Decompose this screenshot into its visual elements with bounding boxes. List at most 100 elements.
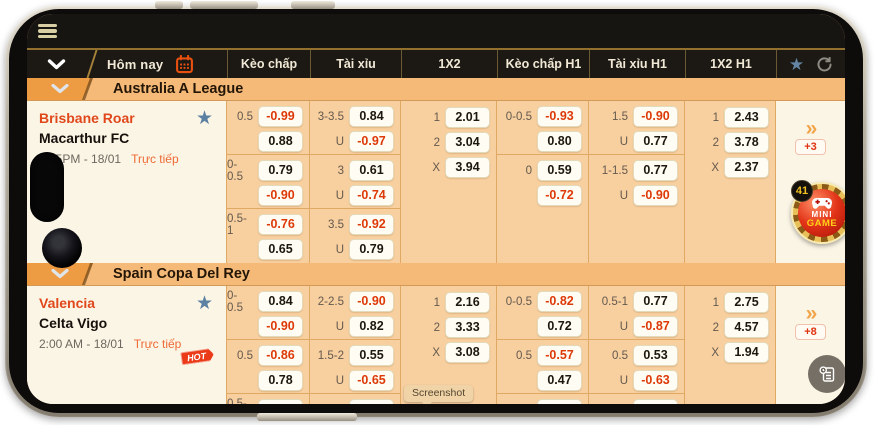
match-info[interactable]: Valencia Celta Vigo 2:00 AM - 18/01 Trực … <box>27 286 227 404</box>
gamepad-icon <box>811 197 833 209</box>
odds-button[interactable]: 0.88 <box>258 131 303 152</box>
tab-1x2-h1[interactable]: 1X2 H1 <box>685 50 776 78</box>
bet-history-button[interactable] <box>808 355 845 393</box>
tab-handicap[interactable]: Kèo chấp <box>227 50 310 78</box>
tab-1x2[interactable]: 1X2 <box>401 50 497 78</box>
odds-button[interactable]: -0.76 <box>258 214 303 235</box>
odds-button[interactable]: -0.63 <box>633 370 678 391</box>
odds-button[interactable]: 0.79 <box>349 239 394 260</box>
odds-button[interactable]: 2.16 <box>445 292 490 313</box>
league-title: Spain Copa Del Rey <box>113 266 250 282</box>
odds-label: 2-2.5 <box>317 295 344 308</box>
odds-button[interactable]: -0.90 <box>349 291 394 312</box>
odds-button[interactable]: -0.86 <box>258 345 303 366</box>
odds-label: U <box>619 320 628 333</box>
phone-action-button <box>155 1 183 9</box>
odds-button[interactable]: -0.90 <box>633 106 678 127</box>
odds-button[interactable]: 3.78 <box>724 132 769 153</box>
odds-button[interactable]: -0.65 <box>349 370 394 391</box>
home-team: Valencia <box>39 295 96 311</box>
collapse-all-button[interactable] <box>27 58 85 70</box>
status-bar <box>27 14 845 48</box>
tab-today[interactable]: Hôm nay <box>107 56 164 72</box>
odds-button[interactable]: 0.65 <box>258 239 303 260</box>
odds-button[interactable]: 0.84 <box>258 291 303 312</box>
odds-label: 1.5-2 <box>317 349 344 362</box>
odds-button[interactable]: 0.77 <box>633 291 678 312</box>
odds-button[interactable]: -0.72 <box>537 185 582 206</box>
phone-power-button <box>291 1 335 9</box>
favorite-star-icon[interactable]: ★ <box>195 108 213 129</box>
odds-button[interactable]: -0.99 <box>258 106 303 127</box>
phone-frame: Hôm nay Kèo chấp T <box>5 1 867 421</box>
odds-label: 1-1.5 <box>601 164 628 177</box>
away-team: Celta Vigo <box>39 315 108 331</box>
odds-button[interactable]: -0.57 <box>537 345 582 366</box>
odds-button[interactable]: 0.61 <box>349 160 394 181</box>
odds-label: 2 <box>433 321 440 334</box>
odds-button[interactable]: 3.33 <box>445 317 490 338</box>
odds-button[interactable]: 2.43 <box>724 107 769 128</box>
odds-button[interactable]: 0.80 <box>537 131 582 152</box>
odds-button[interactable]: -0.90 <box>633 185 678 206</box>
odds-button[interactable]: -0.92 <box>349 214 394 235</box>
favorites-star-icon[interactable]: ★ <box>788 54 805 74</box>
odds-button[interactable]: -0.87 <box>633 316 678 337</box>
odds-button[interactable]: 0.47 <box>537 370 582 391</box>
odds-button[interactable]: 2.01 <box>445 107 490 128</box>
odds-button[interactable]: 0.55 <box>349 345 394 366</box>
tab-over-under-h1[interactable]: Tài xỉu H1 <box>589 50 685 78</box>
odds-label: U <box>335 243 344 256</box>
odds-button[interactable]: 0.77 <box>633 160 678 181</box>
odds-button[interactable]: 3.04 <box>445 132 490 153</box>
odds-button[interactable]: -0.90 <box>258 316 303 337</box>
odds-button[interactable]: -0.90 <box>258 185 303 206</box>
mini-game-button[interactable]: MINI GAME 41 <box>791 180 845 244</box>
odds-button[interactable]: -0.79 <box>633 399 678 404</box>
odds-button[interactable]: 0.53 <box>633 345 678 366</box>
odds-label: 1 <box>712 296 719 309</box>
odds-button[interactable]: 3.08 <box>445 342 490 363</box>
odds-button[interactable]: 0.78 <box>349 399 394 404</box>
odds-col-handicap-h1: 0-0.5 -0.93 0.80 0 0.59 -0.72 <box>497 101 589 263</box>
odds-button[interactable]: 0.79 <box>258 160 303 181</box>
bet-slip-icon <box>818 365 834 382</box>
league-collapse-tab[interactable] <box>27 263 93 285</box>
odds-col-over-under-h1: 1.5 -0.90 U 0.77 1-1.5 0.77 U -0.90 <box>589 101 685 263</box>
favorite-star-icon[interactable]: ★ <box>195 293 213 314</box>
odds-button[interactable]: -0.74 <box>349 185 394 206</box>
odds-label: U <box>335 320 344 333</box>
nav-actions: ★ <box>776 50 845 78</box>
more-count-badge: +3 <box>795 139 826 155</box>
odds-button[interactable]: 3.94 <box>445 157 490 178</box>
odds-button[interactable]: 4.57 <box>724 317 769 338</box>
odds-label: U <box>619 189 628 202</box>
odds-button[interactable]: 0.59 <box>537 160 582 181</box>
odds-button[interactable]: 0.77 <box>633 131 678 152</box>
menu-icon[interactable] <box>38 23 57 39</box>
odds-col-over-under: 3-3.5 0.84 U -0.97 3 0.61 U -0.74 3.5 -0.92 U… <box>310 101 401 263</box>
league-collapse-tab[interactable] <box>27 78 93 100</box>
odds-button[interactable]: -0.93 <box>537 106 582 127</box>
league-header[interactable]: Spain Copa Del Rey <box>27 263 845 286</box>
odds-button[interactable]: -0.97 <box>349 131 394 152</box>
odds-button[interactable]: 0.72 <box>537 316 582 337</box>
odds-button[interactable]: 1.94 <box>724 342 769 363</box>
live-label: Trực tiếp <box>133 337 182 351</box>
odds-label: 0-0.5 <box>505 110 532 123</box>
league-header[interactable]: Australia A League <box>27 78 845 101</box>
odds-button[interactable]: 0.84 <box>349 106 394 127</box>
odds-label: 0.5 <box>516 349 532 362</box>
odds-button[interactable]: 0.78 <box>258 370 303 391</box>
calendar-icon[interactable] <box>175 54 194 74</box>
odds-button[interactable]: 2.75 <box>724 292 769 313</box>
odds-button[interactable]: 0.58 <box>537 399 582 404</box>
odds-button[interactable]: -0.82 <box>537 291 582 312</box>
odds-label: 0.5-1 <box>601 295 628 308</box>
odds-button[interactable]: -0.65 <box>258 399 303 404</box>
odds-button[interactable]: 2.37 <box>724 157 769 178</box>
refresh-icon[interactable] <box>816 56 833 73</box>
tab-handicap-h1[interactable]: Kèo chấp H1 <box>497 50 589 78</box>
tab-over-under[interactable]: Tài xỉu <box>310 50 401 78</box>
odds-button[interactable]: 0.82 <box>349 316 394 337</box>
